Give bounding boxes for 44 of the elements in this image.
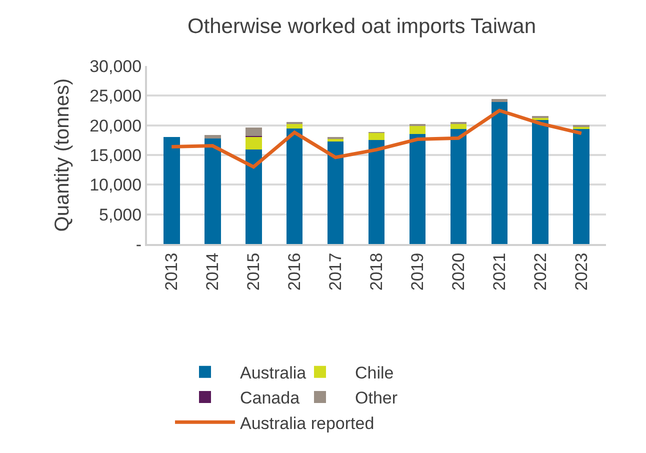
x-tick-label: 2023 bbox=[572, 252, 591, 291]
x-tick-label: 2020 bbox=[448, 252, 468, 291]
bar bbox=[204, 138, 221, 244]
legend-label: Other bbox=[355, 388, 398, 408]
y-tick-label: 30,000 bbox=[90, 56, 142, 76]
legend-label: Australia bbox=[240, 364, 307, 383]
bar bbox=[368, 140, 385, 244]
bar bbox=[450, 124, 467, 129]
y-tick-label: 20,000 bbox=[90, 116, 142, 136]
legend-label: Canada bbox=[240, 388, 300, 408]
legend-label: Chile bbox=[355, 364, 394, 383]
bar bbox=[368, 132, 385, 140]
bar bbox=[286, 124, 303, 129]
bar bbox=[409, 134, 426, 244]
y-tick-label: 10,000 bbox=[90, 176, 142, 195]
x-tick-label: 2018 bbox=[367, 252, 386, 291]
bar bbox=[245, 149, 262, 244]
x-tick-label: 2015 bbox=[244, 252, 264, 291]
x-tick-label: 2017 bbox=[326, 252, 346, 291]
bar bbox=[286, 128, 303, 244]
bar bbox=[491, 102, 508, 244]
bar bbox=[573, 128, 590, 244]
x-tick-label: 2014 bbox=[203, 252, 222, 291]
bar bbox=[163, 137, 180, 244]
bar bbox=[245, 128, 262, 136]
y-axis-title: Quantity (tonnes) bbox=[52, 78, 74, 232]
bar bbox=[491, 98, 508, 102]
bar bbox=[532, 119, 549, 244]
line-series bbox=[170, 108, 584, 169]
x-tick-label: 2016 bbox=[285, 252, 304, 291]
x-tick-label: 2022 bbox=[530, 252, 550, 291]
y-tick-label: - bbox=[136, 234, 142, 254]
y-tick-label: 5,000 bbox=[99, 205, 142, 224]
y-tick-label: 15,000 bbox=[90, 146, 142, 165]
bar bbox=[327, 142, 344, 244]
legend-label: Australia reported bbox=[240, 414, 374, 433]
x-tick-label: 2013 bbox=[162, 252, 182, 291]
x-tick-label: 2019 bbox=[408, 252, 428, 291]
chart-title: Otherwise worked oat imports Taiwan bbox=[187, 14, 536, 38]
bar bbox=[245, 136, 262, 150]
y-tick-label: 25,000 bbox=[90, 86, 142, 106]
bar bbox=[204, 134, 221, 139]
x-tick-label: 2021 bbox=[490, 252, 509, 291]
bar bbox=[450, 128, 467, 244]
